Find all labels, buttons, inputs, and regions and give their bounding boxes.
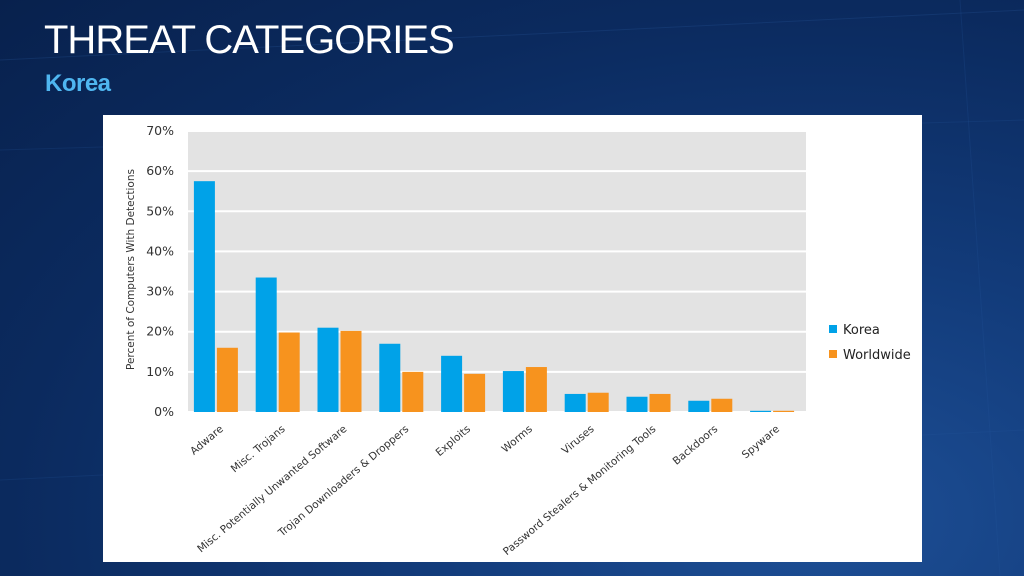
- bar-korea-spyware: [750, 410, 772, 412]
- x-category-label: Worms: [500, 423, 535, 455]
- bar-korea-misc-trojans: [255, 277, 277, 412]
- y-tick-label: 10%: [146, 364, 174, 379]
- x-category-label: Trojan Downloaders & Droppers: [275, 423, 411, 540]
- bar-worldwide-misc-potentially-unwanted-software: [340, 330, 362, 412]
- bar-chart: 0% 10% 20% 30% 40% 50% 60% 70% Percent of Comput…: [125, 123, 911, 558]
- x-category-label: Spyware: [740, 423, 782, 461]
- y-tick-label: 30%: [146, 284, 174, 299]
- bar-korea-worms: [502, 371, 524, 412]
- x-category-label: Adware: [188, 423, 226, 457]
- bar-worldwide-trojan-downloaders-droppers: [402, 371, 424, 412]
- x-category-label: Exploits: [434, 423, 473, 459]
- y-tick-label: 0%: [154, 404, 174, 419]
- slide-title: THREAT CATEGORIES: [44, 18, 455, 62]
- y-axis-label: Percent of Computers With Detections: [125, 169, 137, 370]
- bar-worldwide-adware: [216, 347, 238, 412]
- bar-worldwide-worms: [525, 367, 547, 412]
- bar-korea-backdoors: [688, 400, 710, 412]
- y-tick-label: 60%: [146, 163, 174, 178]
- bar-korea-viruses: [564, 393, 586, 412]
- bar-korea-password-stealers-monitoring-tools: [626, 396, 648, 412]
- bar-korea-trojan-downloaders-droppers: [379, 343, 401, 412]
- x-category-label: Misc. Trojans: [229, 423, 288, 475]
- bar-worldwide-exploits: [464, 373, 486, 412]
- legend-swatch-korea: [829, 325, 837, 333]
- x-category-label: Viruses: [560, 423, 597, 457]
- bar-worldwide-backdoors: [711, 398, 733, 412]
- y-tick-label: 20%: [146, 324, 174, 339]
- y-tick-label: 50%: [146, 203, 174, 218]
- bar-korea-exploits: [441, 355, 463, 412]
- x-category-label: Backdoors: [671, 423, 721, 467]
- y-tick-label: 40%: [146, 243, 174, 258]
- bar-worldwide-password-stealers-monitoring-tools: [649, 393, 671, 412]
- bar-worldwide-spyware: [773, 410, 795, 412]
- slide-subtitle: Korea: [45, 70, 111, 97]
- legend-swatch-worldwide: [829, 350, 837, 358]
- bar-korea-misc-potentially-unwanted-software: [317, 327, 339, 412]
- y-tick-label: 70%: [146, 123, 174, 138]
- bar-worldwide-viruses: [587, 392, 609, 412]
- legend-label-korea: Korea: [843, 323, 880, 338]
- bar-worldwide-misc-trojans: [278, 332, 300, 412]
- chart-panel: 0% 10% 20% 30% 40% 50% 60% 70% Percent of Comput…: [103, 115, 922, 562]
- legend-label-worldwide: Worldwide: [843, 348, 911, 363]
- bar-korea-adware: [193, 181, 215, 412]
